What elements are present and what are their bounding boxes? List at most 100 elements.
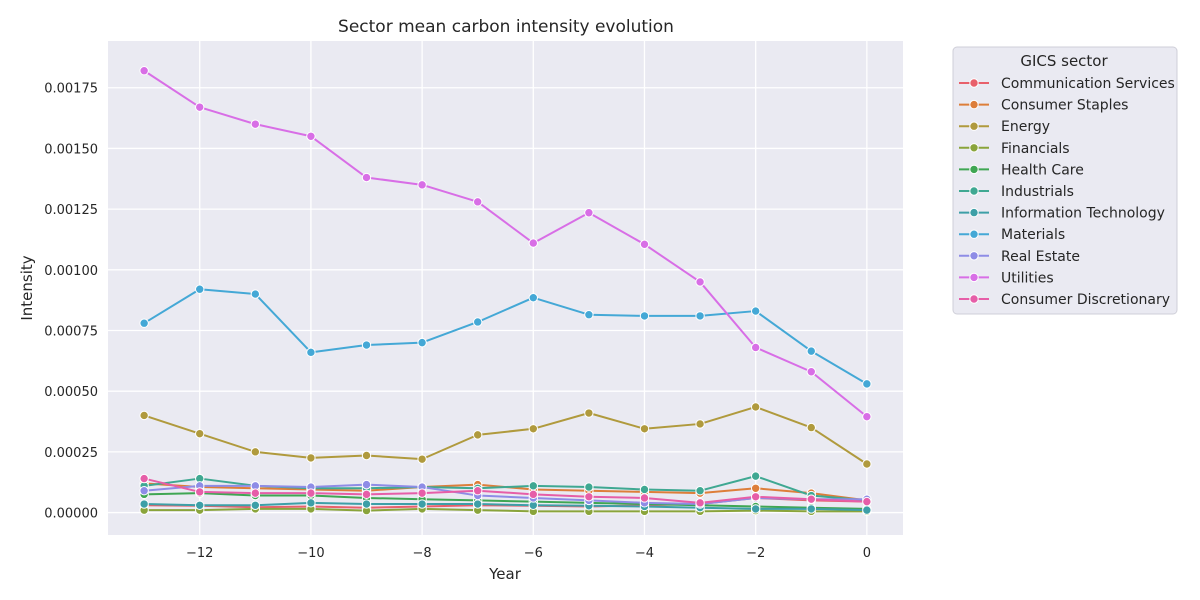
y-tick-label: 0.00000 [44,507,98,522]
data-point [417,488,427,498]
data-point [695,311,705,321]
data-point [139,410,149,421]
legend-marker [969,251,979,261]
data-point [584,482,594,492]
legend-label: Communication Services [1001,76,1175,92]
data-point [639,484,650,495]
data-point [417,180,427,190]
legend-box [952,46,1178,315]
x-tick-label: −2 [746,546,765,561]
data-point [806,494,816,504]
legend-marker [969,143,979,153]
data-point [306,131,316,141]
legend-item: Consumer Staples [959,98,1128,114]
data-point [250,500,261,510]
legend-marker [969,164,979,175]
data-point [806,367,816,377]
data-point [806,422,816,433]
data-point [195,428,205,439]
data-point [473,317,483,327]
data-point [639,311,650,321]
series-line [143,405,868,465]
data-point [750,492,761,502]
data-point [195,487,205,497]
plot-area [108,41,903,535]
legend-label: Health Care [1001,162,1084,178]
legend-items: Communication Services Consumer Staples En… [959,76,1175,308]
legend-item: Energy [959,119,1050,135]
data-point [584,408,594,418]
data-point [750,306,761,316]
data-point [361,479,372,490]
data-point [862,505,872,515]
data-point [195,284,205,294]
legend-marker [969,186,979,196]
data-point [862,411,872,422]
data-point [417,454,427,464]
data-point [806,504,816,514]
x-tick-label: −12 [186,546,213,561]
legend-marker [969,78,979,88]
data-point [806,346,816,356]
data-point [750,504,761,514]
data-point [139,66,149,76]
legend-item: Consumer Discretionary [959,292,1170,308]
data-point [750,471,761,481]
y-axis-ticks: 0.00000 0.00025 0.00050 0.00075 0.00100 0.001… [44,82,98,522]
data-point [528,238,538,248]
data-point [750,483,761,493]
data-point [250,289,261,299]
data-point [695,485,705,496]
legend-label: Consumer Discretionary [1001,292,1170,308]
legend-item: Communication Services [959,76,1175,92]
legend-label: Financials [1001,141,1070,157]
series-layer [139,66,872,517]
legend-label: Consumer Staples [1001,98,1128,114]
data-point [361,450,372,461]
data-point [361,489,372,500]
y-tick-label: 0.00175 [44,82,98,97]
data-point [139,499,149,509]
data-point [862,379,872,389]
legend-item: Information Technology [959,206,1165,222]
legend: GICS sector Communication Services Consum… [952,46,1178,315]
legend-item: Materials [959,227,1065,243]
data-point [695,498,705,508]
legend-item: Health Care [959,162,1084,178]
legend-marker [969,207,979,218]
legend-title: GICS sector [1020,52,1108,70]
legend-marker [969,294,979,304]
data-point [639,493,650,503]
series-2 [139,402,872,469]
series-line [144,501,867,512]
data-point [473,197,483,207]
legend-marker [969,229,979,239]
data-point [250,447,261,457]
y-tick-label: 0.00075 [44,324,98,339]
data-point [639,239,650,250]
legend-label: Industrials [1001,184,1074,200]
series-line [143,69,868,418]
x-axis-label: Year [488,565,522,583]
legend-label: Utilities [1001,270,1054,286]
legend-label: Information Technology [1001,206,1165,222]
data-point [584,492,594,502]
series-line [144,507,867,513]
data-point [862,459,872,469]
legend-marker [969,121,979,131]
data-point [584,208,594,218]
legend-label: Materials [1001,227,1065,243]
x-axis-ticks: −12 −10 −8 −6 −4 −2 0 [186,546,871,561]
data-point [195,102,205,112]
chart-title: Sector mean carbon intensity evolution [338,17,674,37]
legend-label: Energy [1001,119,1050,135]
data-point [695,419,705,429]
legend-item: Utilities [959,270,1054,286]
x-tick-label: −8 [413,546,432,561]
data-point [361,172,372,183]
data-point [584,310,594,320]
data-point [473,499,483,509]
y-tick-label: 0.00150 [44,142,98,157]
data-point [862,496,872,507]
